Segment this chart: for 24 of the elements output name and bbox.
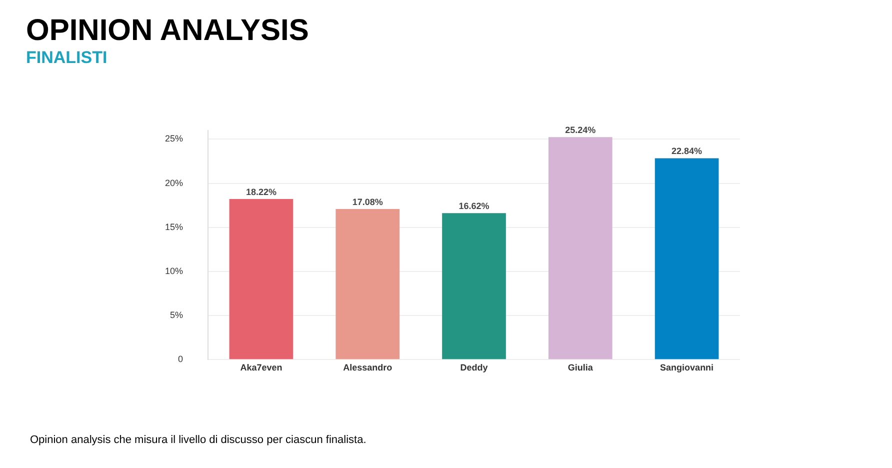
- x-tick-label: Alessandro: [343, 362, 393, 372]
- bar: [336, 209, 400, 360]
- y-tick-label: 5%: [170, 310, 184, 320]
- data-label: 22.84%: [672, 146, 702, 156]
- y-tick-label: 25%: [165, 134, 184, 144]
- y-tick-label: 15%: [165, 222, 184, 232]
- x-tick-label: Deddy: [460, 362, 488, 372]
- data-label: 18.22%: [246, 186, 276, 197]
- y-tick-label: 10%: [165, 266, 184, 276]
- data-label: 16.62%: [458, 201, 490, 212]
- bar: [442, 213, 506, 360]
- x-tick-label: Aka7even: [240, 362, 282, 372]
- bar: [654, 158, 719, 360]
- data-label: 25.24%: [565, 125, 596, 136]
- text: FINALISTI: [26, 48, 108, 68]
- x-tick-label: Giulia: [568, 362, 594, 372]
- chart-title: OPINION ANALYSIS: [26, 14, 309, 48]
- x-tick-label: Sangiovanni: [660, 362, 714, 372]
- bar: [229, 198, 294, 360]
- y-tick-label: 0: [178, 354, 184, 364]
- text: Opinion analysis che misura il livello di discusso per ciascun finalista.: [30, 434, 366, 446]
- y-tick-label: 20%: [165, 178, 184, 188]
- data-label: 17.08%: [352, 197, 383, 208]
- bar: [548, 137, 612, 360]
